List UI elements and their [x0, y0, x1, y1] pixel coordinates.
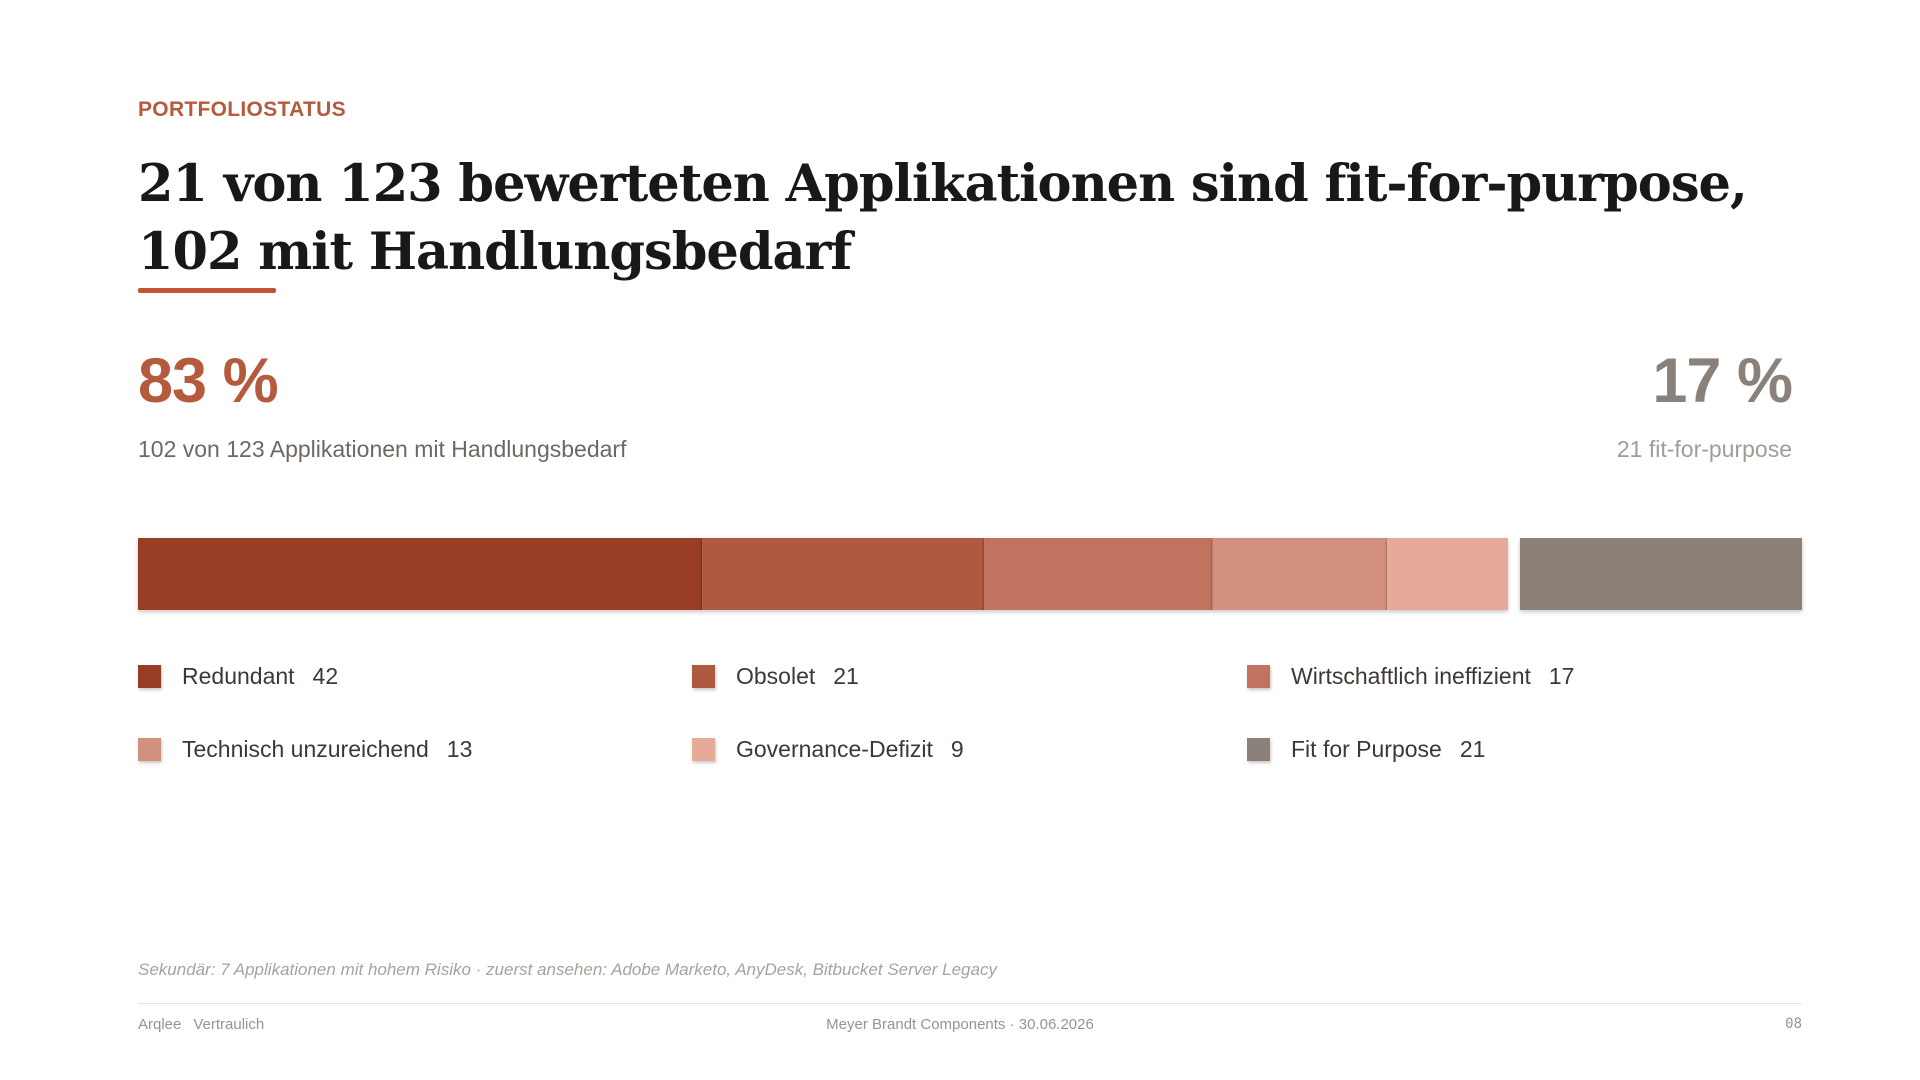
legend-label: Governance-Defizit: [736, 735, 933, 762]
footer-divider: [138, 1003, 1802, 1004]
legend-swatch: [1247, 737, 1270, 761]
chart-legend: Redundant 42 Obsolet 21 Wirtschaftlich ineff…: [138, 660, 1802, 770]
legend-value: 17: [1548, 662, 1575, 689]
legend-swatch: [692, 737, 715, 761]
legend-item-technisch-unzureichend: Technisch unzureichend 13: [138, 733, 472, 765]
legend-value: 9: [950, 735, 964, 762]
bar-segment-fit-for-purpose: [1519, 538, 1802, 610]
legend-label: Technisch unzureichend: [182, 735, 429, 762]
title-underline: [138, 288, 276, 293]
page-number: 08: [1785, 1016, 1802, 1032]
legend-value: 21: [833, 662, 859, 689]
footer-classification: Vertraulich: [193, 1016, 265, 1033]
kpi-action-needed-label: 102 von 123 Applikationen mit Handlungsb…: [138, 436, 627, 462]
footer-left: Arqlee Vertraulich: [138, 1016, 264, 1033]
bar-segment-technisch-unzureichend: [1212, 538, 1388, 610]
legend-item-obsolet: Obsolet 21: [692, 660, 859, 692]
legend-item-governance-defizit: Governance-Defizit 9: [692, 733, 964, 765]
footer-meta: Meyer Brandt Components · 30.06.2026: [826, 1016, 1094, 1033]
legend-label: Wirtschaftlich ineffizient: [1291, 662, 1531, 689]
legend-swatch: [692, 664, 715, 688]
stacked-bar-chart: [138, 538, 1802, 610]
bar-segment-governance-defizit: [1387, 538, 1508, 610]
page-title: 21 von 123 bewerteten Applikationen sind…: [138, 154, 1748, 282]
footnote: Sekundär: 7 Applikationen mit hohem Risi…: [138, 960, 997, 979]
bar-segment-obsolet: [702, 538, 985, 610]
kpi-fit-percent: 17 %: [1652, 346, 1793, 416]
legend-value: 42: [312, 662, 339, 689]
legend-value: 21: [1459, 735, 1486, 762]
bar-segment-wirtschaftlich-ineffizient: [984, 538, 1213, 610]
kpi-fit-label: 21 fit-for-purpose: [1616, 436, 1792, 462]
footer-brand: Arqlee: [138, 1016, 182, 1033]
legend-swatch: [138, 664, 161, 688]
legend-swatch: [138, 737, 161, 761]
legend-label: Fit for Purpose: [1291, 735, 1442, 762]
legend-label: Obsolet: [736, 662, 816, 689]
kpi-action-needed-percent: 83 %: [138, 346, 279, 416]
section-eyebrow: PORTFOLIOSTATUS: [138, 98, 346, 121]
bar-segment-redundant: [138, 538, 703, 610]
legend-label: Redundant: [182, 662, 295, 689]
legend-swatch: [1247, 664, 1270, 688]
legend-item-fit-for-purpose: Fit for Purpose 21: [1247, 733, 1485, 765]
legend-item-redundant: Redundant 42: [138, 660, 338, 692]
legend-value: 13: [446, 735, 473, 762]
legend-item-wirtschaftlich-ineffizient: Wirtschaftlich ineffizient 17: [1247, 660, 1574, 692]
